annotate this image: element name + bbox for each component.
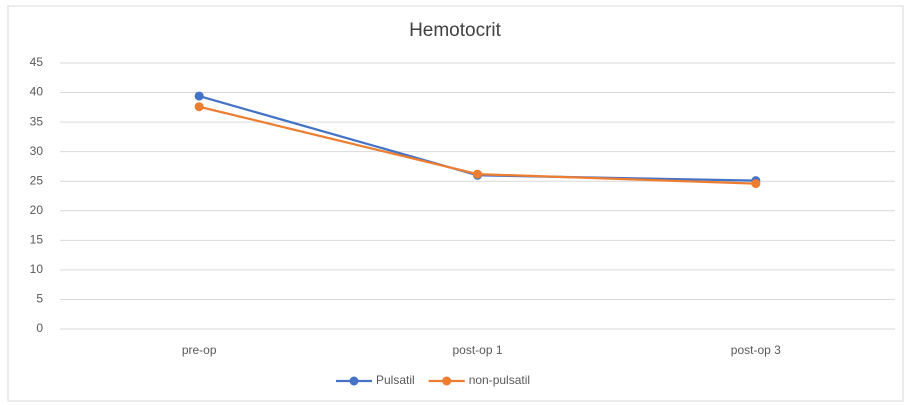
chart-title: Hemotocrit bbox=[409, 20, 502, 41]
y-tick-label: 35 bbox=[30, 114, 44, 128]
y-tick-label: 25 bbox=[30, 173, 44, 187]
y-tick-label: 15 bbox=[30, 233, 44, 247]
y-tick-label: 45 bbox=[30, 55, 44, 69]
legend-label: non-pulsatil bbox=[469, 373, 530, 387]
y-tick-label: 10 bbox=[30, 262, 44, 276]
chart-border bbox=[7, 5, 904, 402]
legend-label: Pulsatil bbox=[376, 373, 415, 387]
data-point bbox=[194, 102, 204, 112]
data-point bbox=[473, 169, 482, 179]
y-tick-label: 20 bbox=[30, 203, 44, 217]
x-tick-label: post-op 1 bbox=[452, 343, 502, 357]
y-tick-label: 40 bbox=[30, 85, 44, 99]
x-tick-label: post-op 3 bbox=[731, 343, 781, 357]
legend-marker bbox=[442, 376, 452, 386]
data-point bbox=[194, 91, 204, 101]
legend-marker bbox=[349, 376, 359, 386]
y-tick-label: 30 bbox=[30, 144, 44, 158]
data-point bbox=[751, 179, 761, 189]
y-tick-label: 0 bbox=[36, 321, 43, 335]
x-tick-label: pre-op bbox=[182, 343, 217, 357]
y-tick-label: 5 bbox=[36, 292, 43, 306]
